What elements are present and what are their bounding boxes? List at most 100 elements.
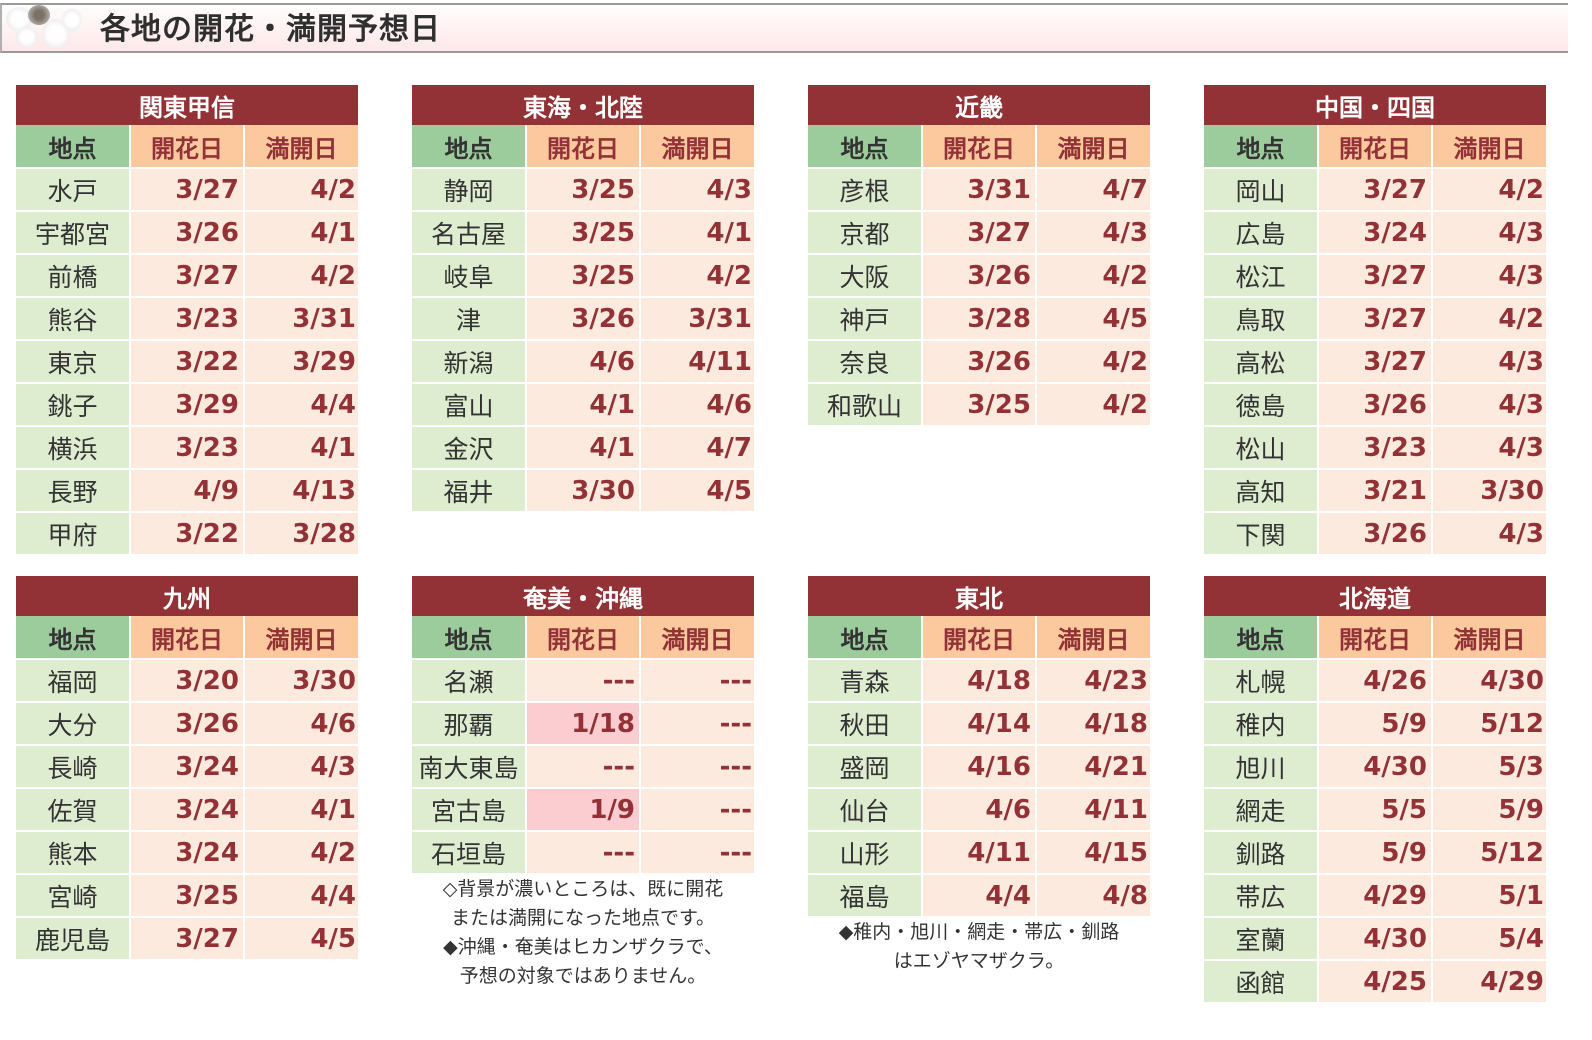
- full-bloom-date: 3/31: [244, 296, 358, 340]
- place-name: 盛岡: [808, 744, 923, 788]
- region-title: 奄美・沖縄: [412, 576, 754, 616]
- full-bloom-date: 5/4: [1432, 916, 1546, 960]
- bloom-date: 1/9: [526, 787, 641, 831]
- column-header-full: 満開日: [640, 125, 754, 168]
- full-bloom-date: 4/11: [1036, 787, 1150, 831]
- place-name: 熊谷: [16, 296, 131, 340]
- note-line: はエゾヤマザクラ。: [893, 950, 1065, 972]
- table-row: 秋田 4/14 4/18: [808, 701, 1150, 745]
- region-table-6: 東北 地点 開花日 満開日 青森 4/18 4/23 秋田 4/14 4/18 盛岡 4/16…: [808, 576, 1150, 976]
- bloom-date: 3/22: [130, 511, 245, 554]
- place-name: 網走: [1204, 787, 1319, 831]
- bloom-date: 3/24: [130, 787, 245, 831]
- full-bloom-date: 4/2: [1036, 382, 1150, 425]
- place-name: 宮崎: [16, 873, 131, 917]
- bloom-date: ---: [526, 830, 641, 873]
- table-row: 京都 3/27 4/3: [808, 210, 1150, 254]
- note-line: ◇背景が濃いところは、既に開花: [442, 878, 724, 900]
- note-line: ◆沖縄・奄美はヒカンザクラで、: [443, 936, 723, 958]
- page-title: 各地の開花・満開予想日: [100, 12, 441, 47]
- table-row: 岐阜 3/25 4/2: [412, 253, 754, 297]
- full-bloom-date: 4/3: [244, 744, 358, 788]
- full-bloom-date: 4/1: [244, 787, 358, 831]
- place-name: 新潟: [412, 339, 527, 383]
- place-name: 長野: [16, 468, 131, 512]
- place-name: 長崎: [16, 744, 131, 788]
- place-name: 津: [412, 296, 527, 340]
- place-name: 和歌山: [808, 382, 923, 425]
- place-name: 山形: [808, 830, 923, 874]
- table-row: 稚内 5/9 5/12: [1204, 701, 1546, 745]
- table-row: 水戸 3/27 4/2: [16, 167, 358, 211]
- column-header-point: 地点: [412, 616, 527, 659]
- bloom-date: 3/26: [526, 296, 641, 340]
- table-row: 金沢 4/1 4/7: [412, 425, 754, 469]
- bloom-date: 3/27: [130, 167, 245, 211]
- full-bloom-date: 4/3: [1432, 511, 1546, 554]
- place-name: 岐阜: [412, 253, 527, 297]
- place-name: 鳥取: [1204, 296, 1319, 340]
- region-title: 九州: [16, 576, 358, 616]
- place-name: 下関: [1204, 511, 1319, 554]
- table-row: 富山 4/1 4/6: [412, 382, 754, 426]
- table-row: 前橋 3/27 4/2: [16, 253, 358, 297]
- full-bloom-date: 4/6: [244, 701, 358, 745]
- bloom-date: 4/1: [526, 382, 641, 426]
- table-row: 銚子 3/29 4/4: [16, 382, 358, 426]
- full-bloom-date: 4/2: [244, 830, 358, 874]
- table-row: 高松 3/27 4/3: [1204, 339, 1546, 383]
- full-bloom-date: 4/4: [244, 873, 358, 917]
- column-header-full: 満開日: [1036, 125, 1150, 168]
- place-name: 岡山: [1204, 167, 1319, 211]
- full-bloom-date: 4/15: [1036, 830, 1150, 874]
- table-row: 東京 3/22 3/29: [16, 339, 358, 383]
- place-name: 大阪: [808, 253, 923, 297]
- full-bloom-date: 4/29: [1432, 959, 1546, 1002]
- bloom-date: 4/30: [1318, 744, 1433, 788]
- place-name: 熊本: [16, 830, 131, 874]
- note-line: 予想の対象ではありません。: [459, 965, 707, 987]
- bloom-date: 3/26: [1318, 382, 1433, 426]
- bloom-date: 3/24: [1318, 210, 1433, 254]
- bloom-date: 3/27: [1318, 253, 1433, 297]
- table-row: 大阪 3/26 4/2: [808, 253, 1150, 297]
- bloom-date: 4/1: [526, 425, 641, 469]
- bloom-date: 3/26: [922, 339, 1037, 383]
- place-name: 松江: [1204, 253, 1319, 297]
- bloom-date: 3/23: [130, 296, 245, 340]
- region-table-5: 奄美・沖縄 地点 開花日 満開日 名瀬 --- --- 那覇 1/18 --- 南大東島 --…: [412, 576, 754, 991]
- place-name: 那覇: [412, 701, 527, 745]
- place-name: 仙台: [808, 787, 923, 831]
- bloom-date: 3/24: [130, 744, 245, 788]
- table-row: 帯広 4/29 5/1: [1204, 873, 1546, 917]
- table-row: 広島 3/24 4/3: [1204, 210, 1546, 254]
- column-header-full: 満開日: [1432, 616, 1546, 659]
- full-bloom-date: 4/3: [1036, 210, 1150, 254]
- full-bloom-date: 5/3: [1432, 744, 1546, 788]
- table-row: 網走 5/5 5/9: [1204, 787, 1546, 831]
- table-row: 那覇 1/18 ---: [412, 701, 754, 745]
- table-row: 長野 4/9 4/13: [16, 468, 358, 512]
- full-bloom-date: 3/30: [1432, 468, 1546, 512]
- region-table-2: 近畿 地点 開花日 満開日 彦根 3/31 4/7 京都 3/27 4/3 大阪 3/26 4/…: [808, 85, 1150, 425]
- full-bloom-date: 4/4: [244, 382, 358, 426]
- full-bloom-date: ---: [640, 658, 754, 702]
- table-row: 鳥取 3/27 4/2: [1204, 296, 1546, 340]
- bloom-date: 3/27: [1318, 296, 1433, 340]
- full-bloom-date: 4/11: [640, 339, 754, 383]
- column-header-full: 満開日: [640, 616, 754, 659]
- column-header-point: 地点: [16, 125, 131, 168]
- full-bloom-date: 4/2: [1036, 253, 1150, 297]
- bloom-date: 4/26: [1318, 658, 1433, 702]
- place-name: 秋田: [808, 701, 923, 745]
- bloom-date: 1/18: [526, 701, 641, 745]
- bloom-date: 3/29: [130, 382, 245, 426]
- bloom-date: 3/25: [526, 253, 641, 297]
- full-bloom-date: 3/29: [244, 339, 358, 383]
- full-bloom-date: 4/2: [640, 253, 754, 297]
- full-bloom-date: 4/3: [1432, 382, 1546, 426]
- full-bloom-date: ---: [640, 787, 754, 831]
- column-header-point: 地点: [1204, 616, 1319, 659]
- table-row: 釧路 5/9 5/12: [1204, 830, 1546, 874]
- place-name: 静岡: [412, 167, 527, 211]
